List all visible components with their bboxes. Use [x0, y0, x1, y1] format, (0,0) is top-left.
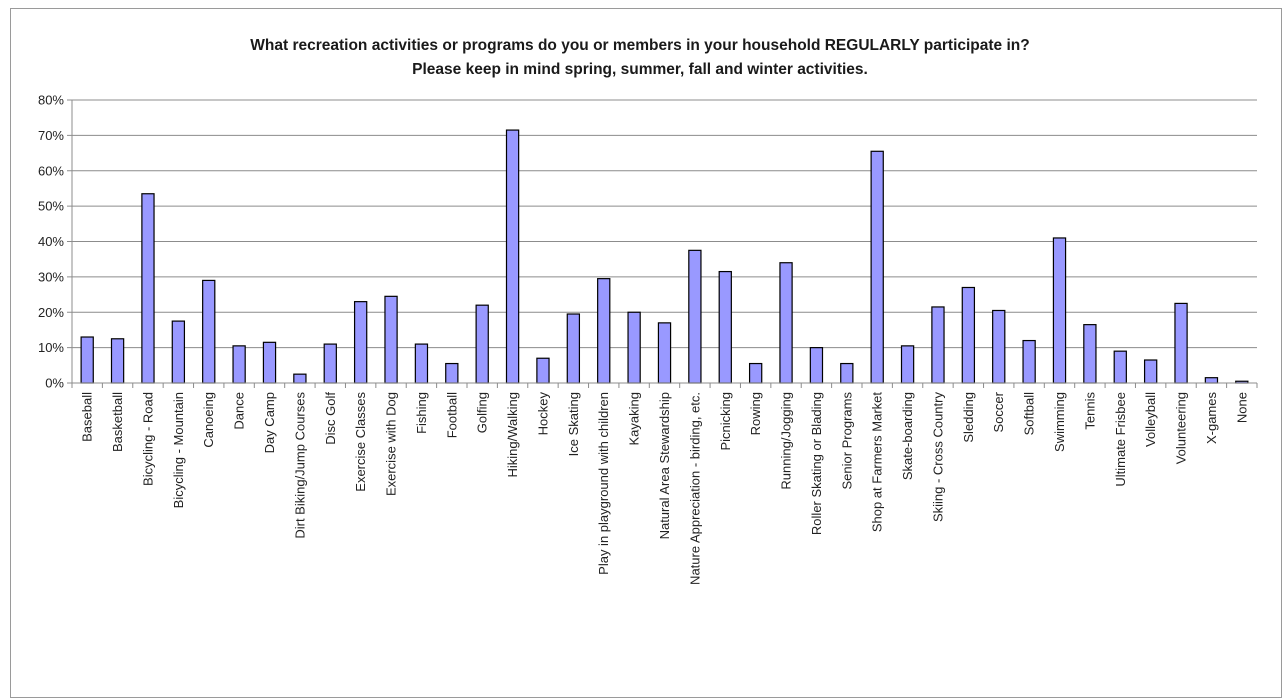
- x-tick-label: Running/Jogging: [779, 392, 794, 490]
- bar: [1052, 237, 1067, 384]
- chart-title-block: What recreation activities or programs d…: [40, 34, 1240, 82]
- bar: [232, 345, 246, 384]
- chart-frame: [10, 8, 1282, 698]
- bar: [748, 362, 763, 384]
- bar: [80, 336, 94, 384]
- bar: [445, 362, 459, 384]
- bar: [718, 270, 732, 384]
- x-tick-label: Nature Appreciation - birding, etc.: [687, 392, 702, 585]
- bar: [688, 249, 702, 384]
- x-tick-label: None: [1234, 392, 1249, 423]
- x-tick-label: Fishing: [414, 392, 429, 434]
- bar: [171, 320, 186, 384]
- bar: [597, 278, 611, 384]
- bar: [870, 150, 884, 384]
- bar: [900, 345, 915, 384]
- x-tick-label: Skate-boarding: [900, 392, 915, 480]
- x-tick-label: Play in playground with children: [596, 392, 611, 575]
- bars: [80, 129, 1249, 384]
- x-tick-label: Soccer: [991, 391, 1006, 432]
- y-tick-label: 0%: [45, 376, 64, 391]
- x-tick-label: Hiking/Walking: [505, 392, 520, 478]
- y-tick-label: 10%: [38, 340, 64, 355]
- x-tick-label: Shop at Farmers Market: [870, 392, 885, 533]
- bar: [141, 193, 155, 384]
- x-tick-label: Dirt Biking/Jump Courses: [292, 392, 307, 539]
- x-tick-label: Sledding: [961, 392, 976, 443]
- x-axis-labels: Baseball Basketball Bicycling - Road Bicycl…: [80, 391, 1250, 585]
- x-tick-label: Roller Skating or Blading: [809, 392, 824, 535]
- bar: [414, 343, 429, 384]
- x-tick-label: Skiing - Cross Country: [930, 392, 945, 523]
- x-tick-label: Golfing: [475, 392, 490, 433]
- x-tick-label: Ultimate Frisbee: [1113, 392, 1128, 487]
- y-tick-label: 70%: [38, 128, 64, 143]
- bar: [931, 306, 945, 384]
- x-tick-label: Picnicking: [718, 392, 733, 451]
- bar: [293, 373, 307, 384]
- bar: [110, 338, 125, 384]
- bar: [566, 313, 581, 384]
- x-tick-label: Natural Area Stewardship: [657, 392, 672, 539]
- x-tick-label: Ice Skating: [566, 392, 581, 456]
- x-tick-label: Baseball: [80, 392, 95, 442]
- bar: [262, 341, 277, 384]
- y-tick-label: 30%: [38, 269, 64, 284]
- bar: [657, 322, 672, 384]
- x-tick-label: Volleyball: [1143, 392, 1158, 447]
- x-tick-label: X-games: [1204, 392, 1219, 445]
- x-tick-label: Bicycling - Mountain: [171, 392, 186, 508]
- x-tick-label: Football: [444, 392, 459, 438]
- bar: [1174, 302, 1188, 384]
- bar: [384, 295, 398, 384]
- bar: [202, 279, 216, 384]
- bar: [961, 286, 976, 384]
- x-tick-label: Tennis: [1082, 392, 1097, 430]
- bar: [840, 362, 854, 384]
- x-tick-label: Kayaking: [627, 392, 642, 445]
- bar: [627, 311, 641, 384]
- x-tick-label: Dance: [232, 392, 247, 430]
- x-tick-label: Exercise Classes: [353, 392, 368, 492]
- y-tick-label: 40%: [38, 234, 64, 249]
- y-axis-ticks: 0% 10% 20% 30% 40% 50% 60% 70% 80%: [38, 93, 72, 391]
- x-tick-label: Softball: [1022, 392, 1037, 435]
- bar: [353, 301, 368, 384]
- bar: [779, 262, 793, 384]
- y-tick-label: 20%: [38, 305, 64, 320]
- y-tick-label: 50%: [38, 199, 64, 214]
- x-tick-label: Canoeing: [201, 392, 216, 448]
- x-tick-label: Exercise with Dog: [384, 392, 399, 496]
- y-tick-label: 80%: [38, 93, 64, 108]
- x-tick-label: Swimming: [1052, 392, 1067, 452]
- bar: [809, 347, 824, 384]
- x-tick-label: Bicycling - Road: [140, 392, 155, 486]
- x-tick-label: Basketball: [110, 392, 125, 452]
- bar: [323, 343, 337, 384]
- bar: [1113, 350, 1127, 384]
- x-tick-label: Disc Golf: [323, 392, 338, 445]
- x-tick-label: Day Camp: [262, 392, 277, 453]
- bar: [505, 129, 520, 384]
- bar: [992, 309, 1006, 384]
- bar: [1083, 324, 1097, 384]
- axes: [71, 100, 1258, 388]
- chart-subtitle: Please keep in mind spring, summer, fall…: [412, 61, 868, 78]
- chart-title: What recreation activities or programs d…: [250, 37, 1030, 54]
- gridlines: [72, 99, 1257, 349]
- x-tick-label: Hockey: [535, 392, 550, 436]
- x-tick-label: Volunteering: [1174, 392, 1189, 464]
- bar: [475, 304, 489, 384]
- bar: [1022, 339, 1036, 384]
- bar: [1204, 377, 1219, 384]
- x-tick-label: Senior Programs: [839, 392, 854, 490]
- bar: [1143, 359, 1158, 384]
- y-tick-label: 60%: [38, 163, 64, 178]
- x-tick-label: Rowing: [748, 392, 763, 435]
- bar: [536, 357, 550, 384]
